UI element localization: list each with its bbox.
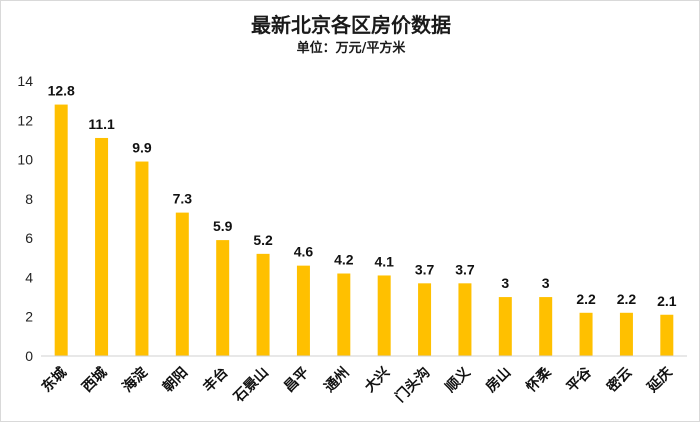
x-tick-label: 顺义 — [442, 364, 474, 396]
x-tick-label: 石景山 — [230, 365, 272, 407]
x-tick-label: 通州 — [322, 365, 353, 396]
bar — [539, 297, 553, 356]
data-label: 3.7 — [455, 261, 475, 277]
data-label: 4.1 — [374, 253, 394, 269]
data-label: 11.1 — [88, 116, 115, 132]
y-tick-label: 4 — [25, 269, 33, 285]
bar — [660, 314, 674, 356]
data-label: 2.2 — [617, 291, 637, 307]
y-tick-label: 6 — [25, 230, 33, 246]
bar — [418, 283, 432, 356]
bar — [296, 265, 310, 356]
y-axis: 0 2 4 6 8 10 12 14 — [17, 73, 33, 364]
x-tick-label: 密云 — [603, 364, 636, 397]
data-label: 9.9 — [132, 140, 152, 156]
data-label: 4.6 — [294, 244, 314, 260]
y-tick-label: 14 — [17, 73, 33, 89]
data-labels: 12.8 11.1 9.9 7.3 5.9 5.2 4.6 4.2 4.1 3.7 3.7 3 3 2.2… — [48, 83, 677, 309]
x-tick-label: 房山 — [482, 364, 514, 396]
data-label: 4.2 — [334, 252, 354, 268]
bar — [498, 297, 512, 356]
chart-title: 最新北京各区房价数据 — [251, 13, 451, 37]
y-tick-label: 8 — [25, 191, 33, 207]
x-axis: 东城 西城 海淀 朝阳 丰台 石景山 昌平 通州 大兴 门头沟 顺义 房山 怀柔 平谷 密云 延庆 — [38, 355, 687, 407]
data-label: 3.7 — [415, 261, 435, 277]
bar — [377, 275, 391, 356]
data-label: 2.1 — [657, 293, 677, 309]
data-label: 5.9 — [213, 218, 233, 234]
y-tick-label: 10 — [17, 152, 33, 168]
x-tick-label: 丰台 — [200, 364, 232, 396]
x-tick-label: 西城 — [79, 364, 111, 396]
bar — [216, 240, 230, 356]
bar — [175, 212, 189, 356]
data-label: 3 — [542, 275, 550, 291]
x-tick-label: 平谷 — [564, 364, 596, 396]
data-label: 2.2 — [576, 291, 596, 307]
bar-series — [54, 104, 674, 356]
data-label: 12.8 — [48, 83, 75, 99]
data-label: 7.3 — [173, 191, 193, 207]
y-tick-label: 12 — [17, 112, 33, 128]
y-tick-label: 2 — [25, 309, 33, 325]
bar — [95, 137, 109, 356]
x-tick-label: 朝阳 — [159, 364, 191, 396]
bar — [619, 312, 633, 356]
bar — [458, 283, 472, 356]
bar — [135, 161, 149, 356]
x-tick-label: 海淀 — [119, 363, 152, 396]
x-tick-label: 大兴 — [361, 364, 393, 396]
x-tick-label: 昌平 — [281, 365, 312, 396]
x-tick-label: 怀柔 — [523, 363, 556, 396]
bar — [579, 312, 593, 356]
bar — [256, 253, 270, 356]
chart-subtitle: 单位：万元/平方米 — [296, 41, 406, 56]
bar — [54, 104, 68, 356]
bar — [337, 273, 351, 356]
x-tick-label: 门头沟 — [392, 364, 434, 406]
data-label: 3 — [501, 275, 509, 291]
x-tick-label: 延庆 — [643, 364, 676, 397]
x-tick-label: 东城 — [38, 364, 70, 396]
data-label: 5.2 — [253, 232, 273, 248]
y-tick-label: 0 — [25, 348, 33, 364]
